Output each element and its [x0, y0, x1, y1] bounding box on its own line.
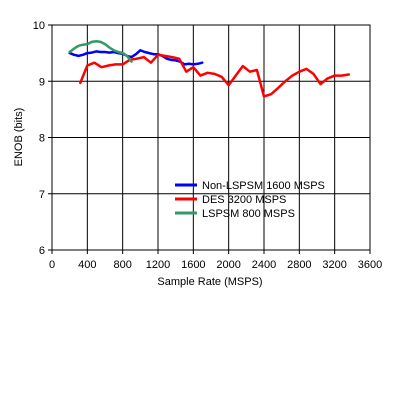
y-tick-label: 7: [39, 189, 45, 201]
legend-label-1: Non-LSPSM 1600 MSPS: [202, 180, 325, 192]
x-tick-label: 0: [49, 259, 55, 271]
x-tick-label: 800: [113, 259, 131, 271]
x-tick-label: 1600: [181, 259, 205, 271]
y-tick-label: 9: [39, 76, 45, 88]
y-tick-label: 6: [39, 245, 45, 257]
legend-label-3: LSPSM 800 MSPS: [202, 208, 295, 220]
y-tick-label: 10: [33, 20, 45, 32]
y-axis-title: ENOB (bits): [13, 108, 25, 167]
x-axis-ticks: 0 400 800 1200 1600 2000 2400 2800 3200 3600: [49, 250, 382, 271]
series-line-2: [79, 53, 351, 98]
y-axis-ticks: 6 7 8 9 10: [33, 20, 52, 257]
grid-lines: [52, 25, 370, 250]
x-tick-label: 2800: [287, 259, 311, 271]
x-axis-title: Sample Rate (MSPS): [157, 276, 262, 288]
series-lines: [68, 40, 351, 98]
x-tick-label: 2400: [252, 259, 276, 271]
series-line-3: [68, 40, 133, 63]
x-tick-label: 3200: [322, 259, 346, 271]
x-tick-label: 2000: [216, 259, 240, 271]
legend-label-2: DES 3200 MSPS: [202, 194, 286, 206]
legend: Non-LSPSM 1600 MSPS DES 3200 MSPS LSPSM 80…: [175, 180, 325, 220]
x-tick-label: 3600: [358, 259, 382, 271]
x-tick-label: 400: [78, 259, 96, 271]
y-tick-label: 8: [39, 133, 45, 145]
x-tick-label: 1200: [146, 259, 170, 271]
